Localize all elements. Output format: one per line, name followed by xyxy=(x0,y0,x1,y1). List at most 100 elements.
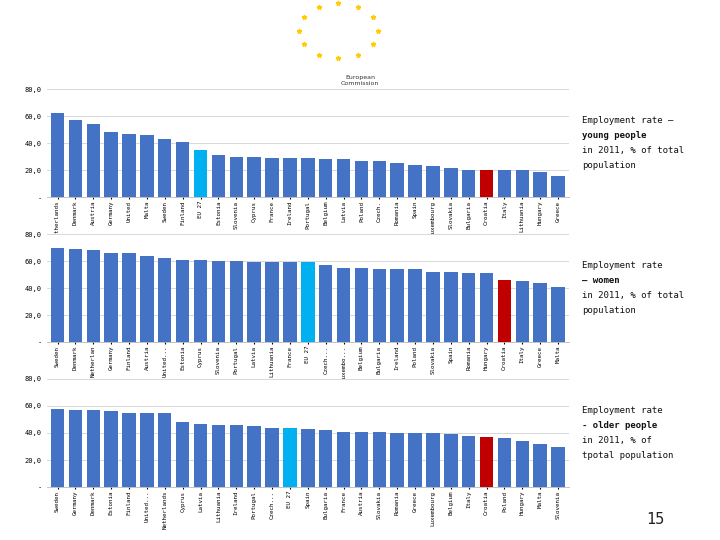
Bar xyxy=(444,272,457,342)
Bar xyxy=(158,413,171,487)
Bar xyxy=(194,423,207,487)
Bar xyxy=(283,158,297,197)
Bar xyxy=(86,250,100,342)
Bar xyxy=(230,261,243,342)
Bar xyxy=(462,170,475,197)
Bar xyxy=(104,253,118,342)
Bar xyxy=(355,431,368,487)
Bar xyxy=(51,409,64,487)
Bar xyxy=(426,433,440,487)
Bar xyxy=(373,431,386,487)
Bar xyxy=(301,262,315,342)
Bar xyxy=(86,124,100,197)
Bar xyxy=(534,444,547,487)
Bar xyxy=(444,434,457,487)
Bar xyxy=(480,170,493,197)
Text: - older people: - older people xyxy=(582,421,657,430)
Bar xyxy=(480,437,493,487)
Bar xyxy=(104,411,118,487)
Bar xyxy=(498,438,511,487)
Bar xyxy=(301,158,315,197)
Bar xyxy=(552,447,564,487)
Bar xyxy=(552,287,564,342)
Bar xyxy=(283,428,297,487)
Bar xyxy=(68,120,82,197)
Bar xyxy=(122,134,136,197)
Bar xyxy=(462,436,475,487)
Bar xyxy=(373,161,386,197)
Bar xyxy=(104,132,118,197)
Bar xyxy=(355,161,368,197)
Bar xyxy=(194,150,207,197)
Text: tpotal population: tpotal population xyxy=(582,451,673,460)
Bar xyxy=(122,413,136,487)
Bar xyxy=(140,255,153,342)
Text: Employment rate: Employment rate xyxy=(582,406,662,415)
Bar xyxy=(337,268,350,342)
Bar xyxy=(319,430,333,487)
Bar xyxy=(408,433,422,487)
Text: Employment rate –: Employment rate – xyxy=(582,116,673,125)
Bar xyxy=(230,425,243,487)
Bar xyxy=(390,164,404,197)
Bar xyxy=(212,425,225,487)
Text: Employment rate: Employment rate xyxy=(582,261,662,270)
Bar xyxy=(140,135,153,197)
Bar xyxy=(176,422,189,487)
FancyBboxPatch shape xyxy=(454,18,482,51)
Bar xyxy=(158,139,171,197)
Bar xyxy=(212,261,225,342)
Text: 15: 15 xyxy=(646,511,665,526)
Bar xyxy=(158,258,171,342)
Bar xyxy=(51,247,64,342)
Bar xyxy=(516,281,529,342)
Bar xyxy=(462,273,475,342)
Bar xyxy=(266,428,279,487)
Bar xyxy=(319,159,333,197)
Bar xyxy=(390,433,404,487)
Bar xyxy=(390,269,404,342)
Bar xyxy=(176,260,189,342)
Bar xyxy=(498,280,511,342)
Text: in 2011, % of total: in 2011, % of total xyxy=(582,146,684,156)
FancyBboxPatch shape xyxy=(367,11,454,62)
Bar xyxy=(373,269,386,342)
Bar xyxy=(337,431,350,487)
Bar xyxy=(426,272,440,342)
Bar xyxy=(176,142,189,197)
Bar xyxy=(408,269,422,342)
Bar xyxy=(319,265,333,342)
Bar xyxy=(51,113,64,197)
Bar xyxy=(212,156,225,197)
Bar xyxy=(516,441,529,487)
Bar xyxy=(248,157,261,197)
Bar xyxy=(248,426,261,487)
Bar xyxy=(230,157,243,197)
FancyBboxPatch shape xyxy=(360,18,367,51)
Text: Commission: Commission xyxy=(341,81,379,86)
Text: young people: young people xyxy=(582,131,647,140)
Bar xyxy=(498,170,511,197)
Bar xyxy=(337,159,350,197)
Bar xyxy=(68,249,82,342)
Bar xyxy=(194,260,207,342)
Bar xyxy=(86,410,100,487)
Bar xyxy=(122,253,136,342)
Bar xyxy=(355,268,368,342)
Text: in 2011, % of total: in 2011, % of total xyxy=(582,291,684,300)
Bar xyxy=(534,282,547,342)
Bar xyxy=(408,165,422,197)
Bar xyxy=(534,172,547,197)
Text: population: population xyxy=(582,161,636,171)
Bar xyxy=(266,262,279,342)
Text: in 2011, % of: in 2011, % of xyxy=(582,436,652,445)
Bar xyxy=(68,410,82,487)
Bar xyxy=(552,176,564,197)
Bar xyxy=(444,167,457,197)
Bar xyxy=(516,170,529,197)
Text: population: population xyxy=(582,306,636,315)
Bar xyxy=(248,262,261,342)
Bar xyxy=(283,262,297,342)
Text: European: European xyxy=(345,75,375,79)
Bar xyxy=(480,273,493,342)
